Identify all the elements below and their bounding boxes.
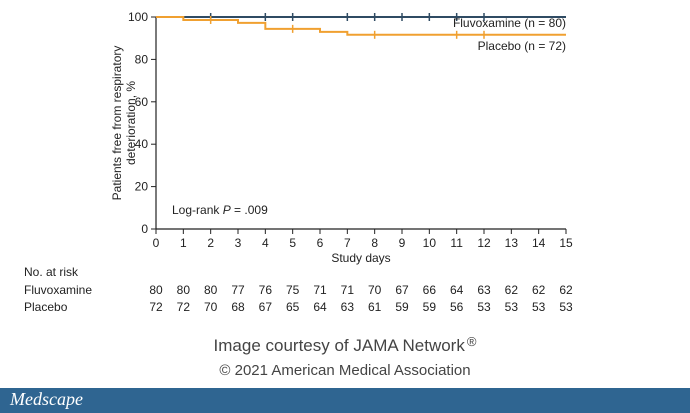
- risk-value: 62: [532, 283, 546, 297]
- risk-table: No. at risk Fluvoxamine 80 80 80 77 76 75 71 71 70…: [24, 265, 573, 314]
- y-tick-label: 20: [135, 180, 149, 194]
- risk-value: 63: [341, 300, 355, 314]
- registered-mark: ®: [466, 334, 477, 349]
- risk-value: 72: [177, 300, 191, 314]
- y-tick-label: 40: [135, 137, 149, 151]
- image-credit: Image courtesy of JAMA Network ®: [0, 334, 690, 356]
- x-tick-label: 2: [207, 236, 214, 250]
- risk-row-label: Fluvoxamine: [24, 283, 92, 297]
- x-tick-label: 7: [344, 236, 351, 250]
- risk-value: 67: [395, 283, 409, 297]
- risk-value: 76: [259, 283, 273, 297]
- copyright-line: © 2021 American Medical Association: [219, 362, 471, 379]
- medscape-logo: Medscape: [10, 389, 83, 409]
- credit-line1: Image courtesy of JAMA Network: [213, 336, 465, 355]
- risk-value: 53: [477, 300, 491, 314]
- risk-value: 59: [423, 300, 437, 314]
- risk-value: 71: [313, 283, 327, 297]
- y-tick-label: 0: [141, 222, 148, 236]
- x-tick-label: 14: [532, 236, 546, 250]
- risk-value: 59: [395, 300, 409, 314]
- y-tick-label: 80: [135, 52, 149, 66]
- series-layer: [156, 13, 566, 39]
- risk-value: 68: [231, 300, 245, 314]
- x-tick-label: 0: [153, 236, 160, 250]
- x-tick-label: 9: [399, 236, 406, 250]
- x-tick-label: 15: [559, 236, 573, 250]
- risk-value: 62: [559, 283, 573, 297]
- risk-value: 63: [477, 283, 491, 297]
- risk-value: 70: [368, 283, 382, 297]
- risk-value: 80: [149, 283, 163, 297]
- x-tick-label: 8: [371, 236, 378, 250]
- legend-label-placebo: Placebo (n = 72): [478, 39, 566, 53]
- risk-row-label: Placebo: [24, 300, 68, 314]
- x-tick-label: 13: [505, 236, 519, 250]
- risk-value: 72: [149, 300, 163, 314]
- x-tick-label: 6: [317, 236, 324, 250]
- y-axis-label-line: Patients free from respiratory: [110, 46, 124, 201]
- risk-value: 62: [505, 283, 519, 297]
- y-axis-label: Patients free from respiratorydeteriorat…: [110, 46, 138, 201]
- risk-value: 53: [559, 300, 573, 314]
- risk-value: 77: [231, 283, 245, 297]
- risk-value: 56: [450, 300, 464, 314]
- risk-value: 64: [313, 300, 327, 314]
- risk-value: 71: [341, 283, 355, 297]
- risk-value: 75: [286, 283, 300, 297]
- x-tick-label: 10: [423, 236, 437, 250]
- risk-value: 67: [259, 300, 273, 314]
- x-tick-label: 12: [477, 236, 491, 250]
- x-tick-label: 5: [289, 236, 296, 250]
- y-axis: 0 20 40 60 80 100 Patients free from respirato…: [110, 10, 157, 236]
- x-tick-label: 11: [450, 236, 463, 250]
- risk-value: 53: [532, 300, 546, 314]
- risk-value: 65: [286, 300, 300, 314]
- legend: Fluvoxamine (n = 80) Placebo (n = 72): [453, 16, 566, 53]
- risk-value: 64: [450, 283, 464, 297]
- risk-value: 61: [368, 300, 382, 314]
- risk-value: 53: [505, 300, 519, 314]
- y-tick-label: 60: [135, 95, 149, 109]
- y-axis-label-line: deterioration, %: [124, 81, 138, 165]
- legend-label-fluvoxamine: Fluvoxamine (n = 80): [453, 16, 566, 30]
- x-axis-label: Study days: [331, 251, 390, 265]
- x-tick-label: 3: [235, 236, 242, 250]
- risk-value: 70: [204, 300, 218, 314]
- risk-value: 66: [423, 283, 437, 297]
- log-rank-annotation: Log-rank P = .009: [172, 203, 268, 217]
- risk-value: 80: [177, 283, 191, 297]
- x-tick-label: 1: [180, 236, 187, 250]
- risk-table-title: No. at risk: [24, 265, 79, 279]
- risk-value: 80: [204, 283, 218, 297]
- y-tick-label: 100: [128, 10, 148, 24]
- series-line-placebo: [156, 16, 566, 36]
- x-tick-label: 4: [262, 236, 269, 250]
- footer-bar: Medscape: [0, 388, 690, 413]
